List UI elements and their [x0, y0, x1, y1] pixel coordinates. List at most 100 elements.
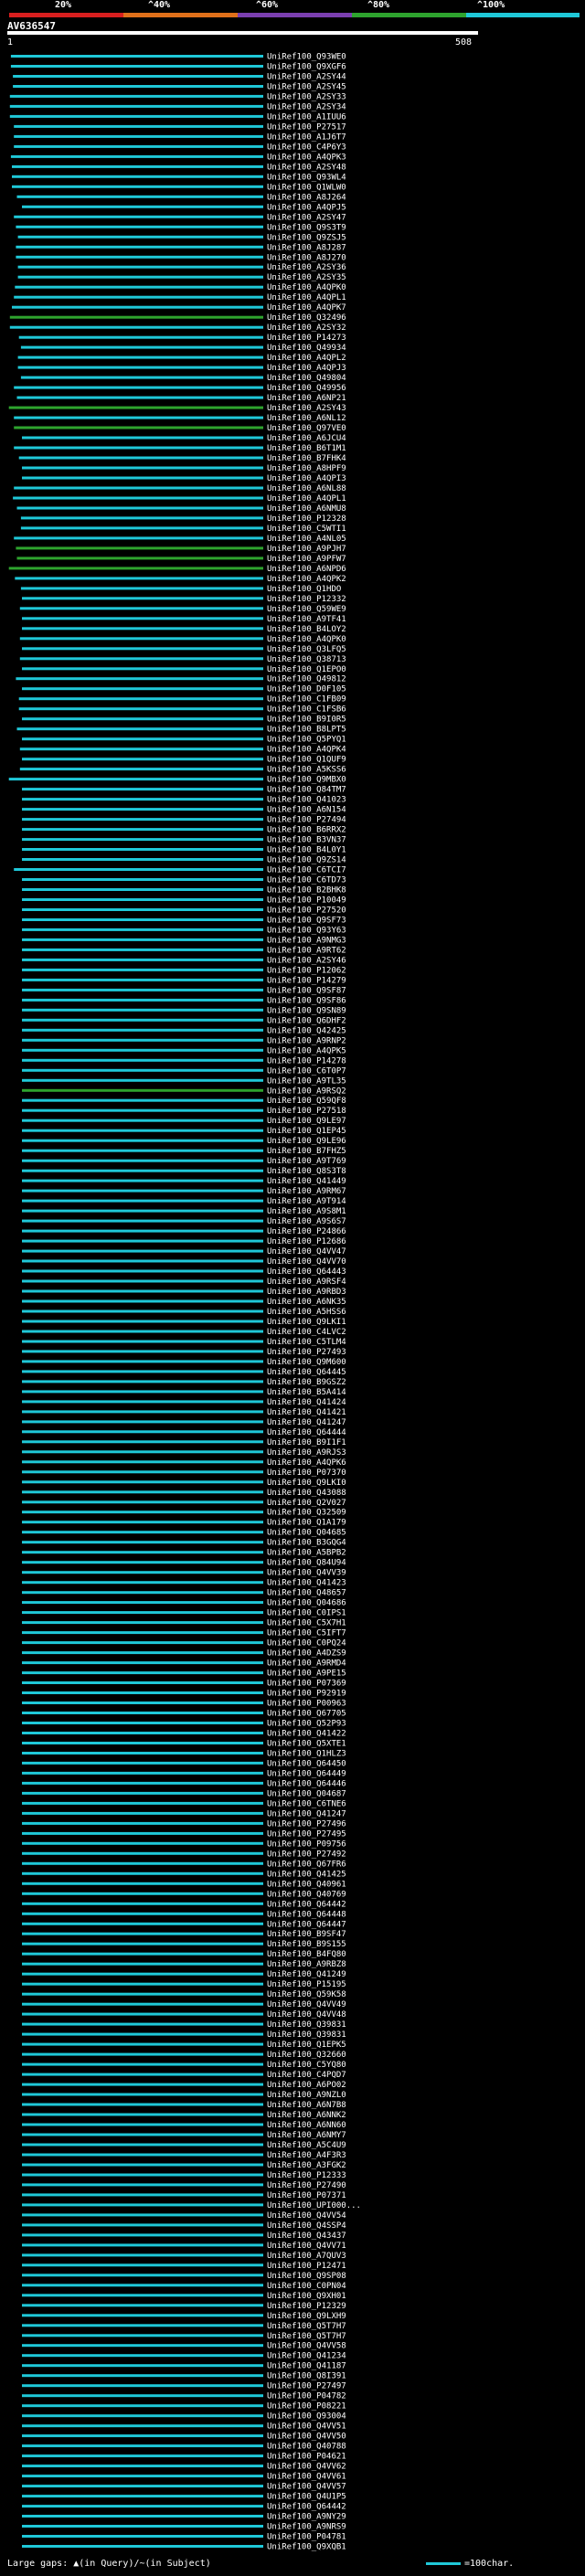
hit-bar[interactable] — [22, 1661, 263, 1665]
hit-label[interactable]: UniRef100_Q43437 — [267, 2231, 346, 2241]
hit-bar[interactable] — [22, 788, 263, 791]
hit-bar[interactable] — [22, 2133, 263, 2136]
hit-bar[interactable] — [22, 2143, 263, 2147]
hit-label[interactable]: UniRef100_A4NL05 — [267, 535, 346, 544]
hit-bar[interactable] — [22, 2364, 263, 2368]
hit-label[interactable]: UniRef100_D0F105 — [267, 685, 346, 694]
hit-label[interactable]: UniRef100_A4QPK0 — [267, 635, 346, 644]
hit-bar[interactable] — [22, 2394, 263, 2398]
hit-label[interactable]: UniRef100_A7QUV3 — [267, 2252, 346, 2261]
hit-label[interactable]: UniRef100_P12329 — [267, 2302, 346, 2311]
hit-label[interactable]: UniRef100_Q40788 — [267, 2443, 346, 2452]
hit-bar[interactable] — [22, 1350, 263, 1353]
hit-bar[interactable] — [18, 335, 263, 339]
hit-bar[interactable] — [22, 998, 263, 1002]
hit-bar[interactable] — [16, 225, 264, 228]
hit-bar[interactable] — [20, 587, 264, 590]
hit-bar[interactable] — [22, 988, 263, 991]
hit-bar[interactable] — [19, 747, 264, 751]
hit-label[interactable]: UniRef100_Q64449 — [267, 1769, 346, 1778]
hit-bar[interactable] — [22, 1972, 263, 1976]
hit-bar[interactable] — [22, 2153, 263, 2157]
hit-label[interactable]: UniRef100_P09756 — [267, 1839, 346, 1849]
hit-bar[interactable] — [22, 2374, 263, 2378]
hit-bar[interactable] — [22, 2274, 263, 2277]
hit-bar[interactable] — [22, 597, 263, 600]
hit-label[interactable]: UniRef100_Q41234 — [267, 2352, 346, 2361]
hit-bar[interactable] — [22, 2022, 263, 2026]
hit-bar[interactable] — [22, 1541, 263, 1544]
hit-label[interactable]: UniRef100_Q04686 — [267, 1599, 346, 1608]
hit-bar[interactable] — [22, 1480, 263, 1484]
hit-bar[interactable] — [9, 114, 264, 118]
hit-label[interactable]: UniRef100_Q9XGF6 — [267, 63, 346, 72]
hit-bar[interactable] — [22, 2123, 263, 2126]
hit-bar[interactable] — [22, 1752, 263, 1754]
hit-bar[interactable] — [10, 65, 264, 68]
hit-bar[interactable] — [22, 1249, 263, 1253]
hit-label[interactable]: UniRef100_Q64442 — [267, 2503, 346, 2512]
hit-label[interactable]: UniRef100_Q42425 — [267, 1026, 346, 1035]
hit-bar[interactable] — [22, 2233, 263, 2237]
hit-label[interactable]: UniRef100_Q41249 — [267, 1970, 346, 1979]
hit-label[interactable]: UniRef100_Q9LE97 — [267, 1117, 346, 1126]
hit-label[interactable]: UniRef100_P00963 — [267, 1700, 346, 1709]
hit-label[interactable]: UniRef100_A2SY45 — [267, 83, 346, 92]
hit-label[interactable]: UniRef100_A9RSF4 — [267, 1277, 346, 1287]
hit-label[interactable]: UniRef100_A4DZS9 — [267, 1649, 346, 1659]
hit-bar[interactable] — [22, 1801, 263, 1805]
hit-label[interactable]: UniRef100_Q32660 — [267, 2051, 346, 2060]
hit-label[interactable]: UniRef100_P24866 — [267, 1227, 346, 1236]
hit-label[interactable]: UniRef100_Q84TM7 — [267, 786, 346, 795]
hit-bar[interactable] — [22, 888, 263, 891]
hit-bar[interactable] — [22, 1861, 263, 1865]
hit-label[interactable]: UniRef100_B8LPT5 — [267, 726, 346, 735]
hit-bar[interactable] — [22, 1781, 263, 1785]
hit-bar[interactable] — [22, 2515, 263, 2518]
hit-bar[interactable] — [22, 2253, 263, 2257]
hit-bar[interactable] — [16, 557, 264, 560]
hit-bar[interactable] — [22, 2183, 263, 2187]
hit-bar[interactable] — [22, 2113, 263, 2116]
hit-label[interactable]: UniRef100_A6NL12 — [267, 414, 346, 423]
hit-bar[interactable] — [22, 2424, 263, 2428]
hit-label[interactable]: UniRef100_P12062 — [267, 966, 346, 975]
hit-label[interactable]: UniRef100_A5C4U9 — [267, 2141, 346, 2150]
hit-bar[interactable] — [22, 617, 263, 620]
hit-label[interactable]: UniRef100_Q52P93 — [267, 1720, 346, 1729]
hit-label[interactable]: UniRef100_Q4SSP4 — [267, 2221, 346, 2231]
hit-label[interactable]: UniRef100_Q1WLW0 — [267, 183, 346, 192]
hit-bar[interactable] — [22, 687, 263, 691]
hit-bar[interactable] — [22, 878, 263, 881]
hit-label[interactable]: UniRef100_Q1EPK5 — [267, 2041, 346, 2050]
hit-label[interactable]: UniRef100_A8J287 — [267, 243, 346, 252]
hit-bar[interactable] — [22, 1982, 263, 1986]
hit-bar[interactable] — [22, 205, 263, 208]
hit-label[interactable]: UniRef100_C5WTI1 — [267, 525, 346, 534]
hit-label[interactable]: UniRef100_A6JCU4 — [267, 434, 346, 443]
hit-label[interactable]: UniRef100_Q9ZSJ5 — [267, 233, 346, 242]
hit-bar[interactable] — [22, 798, 263, 801]
hit-bar[interactable] — [22, 1912, 263, 1915]
hit-label[interactable]: UniRef100_P27494 — [267, 816, 346, 825]
hit-bar[interactable] — [17, 366, 263, 369]
hit-label[interactable]: UniRef100_Q41423 — [267, 1579, 346, 1588]
hit-bar[interactable] — [22, 2103, 263, 2106]
hit-label[interactable]: UniRef100_Q49812 — [267, 675, 346, 684]
hit-label[interactable]: UniRef100_Q9SN89 — [267, 1006, 346, 1015]
hit-bar[interactable] — [17, 275, 263, 279]
hit-bar[interactable] — [22, 2545, 263, 2548]
hit-bar[interactable] — [22, 898, 263, 901]
hit-label[interactable]: UniRef100_B4L0Y1 — [267, 846, 346, 855]
hit-bar[interactable] — [22, 2354, 263, 2358]
hit-bar[interactable] — [22, 2414, 263, 2418]
hit-bar[interactable] — [9, 94, 264, 98]
hit-label[interactable]: UniRef100_A6N7B8 — [267, 2101, 346, 2110]
hit-bar[interactable] — [22, 2324, 263, 2327]
hit-label[interactable]: UniRef100_Q9MBX0 — [267, 776, 346, 785]
hit-label[interactable]: UniRef100_A4QPL1 — [267, 494, 346, 504]
hit-label[interactable]: UniRef100_A2SY35 — [267, 273, 346, 282]
hit-bar[interactable] — [17, 355, 263, 359]
hit-label[interactable]: UniRef100_A9NZL0 — [267, 2091, 346, 2100]
hit-bar[interactable] — [22, 1732, 263, 1734]
